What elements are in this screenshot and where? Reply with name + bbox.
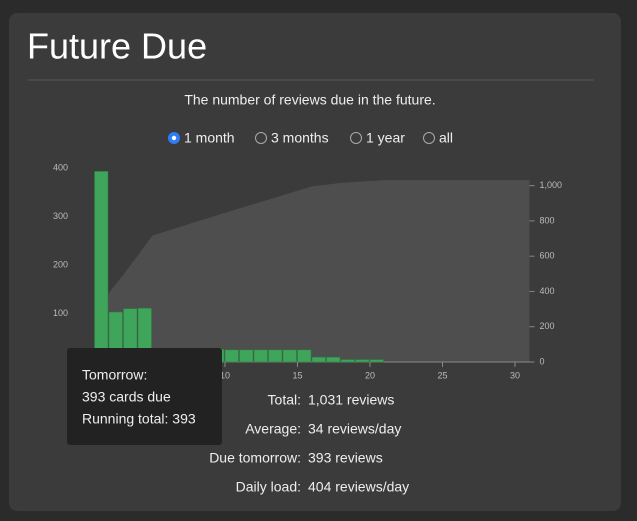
- radio-label[interactable]: 1 year: [366, 130, 405, 146]
- y-tick-label: 100: [53, 308, 68, 318]
- stat-label: Total:: [268, 392, 301, 408]
- title: Future Due: [27, 26, 207, 67]
- stat-value: 1,031 reviews: [308, 392, 394, 408]
- y2-tick-label: 800: [540, 215, 555, 225]
- y2-tick-label: 200: [540, 321, 555, 331]
- bar[interactable]: [94, 171, 109, 363]
- x-tick-label: 10: [220, 370, 230, 380]
- tooltip-line: Running total: 393: [82, 411, 196, 427]
- y2-tick-label: 600: [540, 251, 555, 261]
- tooltip-line: 393 cards due: [82, 389, 171, 405]
- x-tick-label: 30: [510, 370, 520, 380]
- bar[interactable]: [282, 349, 297, 363]
- radio-label[interactable]: all: [439, 130, 453, 146]
- bar[interactable]: [340, 359, 355, 363]
- stat-label: Daily load:: [236, 479, 301, 495]
- y-tick-label: 200: [53, 259, 68, 269]
- bar[interactable]: [253, 349, 268, 363]
- y-tick-label: 300: [53, 211, 68, 221]
- stat-value: 404 reviews/day: [308, 479, 409, 495]
- radio-button[interactable]: [255, 132, 267, 144]
- bar[interactable]: [224, 349, 239, 363]
- x-tick-label: 25: [437, 370, 447, 380]
- running-total-area: [94, 180, 530, 362]
- bar[interactable]: [355, 359, 370, 363]
- bar[interactable]: [297, 349, 312, 363]
- bar[interactable]: [369, 359, 384, 363]
- stat-value: 393 reviews: [308, 450, 383, 466]
- tooltip: [67, 348, 222, 445]
- radio-button[interactable]: [423, 132, 435, 144]
- y2-tick-label: 0: [540, 356, 545, 366]
- radio-label[interactable]: 1 month: [184, 130, 235, 146]
- y-tick-label: 400: [53, 162, 68, 172]
- stat-label: Average:: [245, 421, 301, 437]
- bar[interactable]: [311, 356, 326, 363]
- subtitle: The number of reviews due in the future.: [184, 92, 435, 108]
- stat-value: 34 reviews/day: [308, 421, 401, 437]
- x-tick-label: 20: [365, 370, 375, 380]
- tooltip-line: Tomorrow:: [82, 367, 147, 383]
- bar[interactable]: [268, 349, 283, 363]
- radio-button[interactable]: [350, 132, 362, 144]
- radio-dot: [171, 135, 177, 141]
- bar[interactable]: [326, 356, 341, 363]
- bar[interactable]: [239, 349, 254, 363]
- y2-tick-label: 400: [540, 286, 555, 296]
- y2-tick-label: 1,000: [540, 180, 563, 190]
- radio-label[interactable]: 3 months: [271, 130, 329, 146]
- stat-label: Due tomorrow:: [209, 450, 301, 466]
- x-tick-label: 15: [292, 370, 302, 380]
